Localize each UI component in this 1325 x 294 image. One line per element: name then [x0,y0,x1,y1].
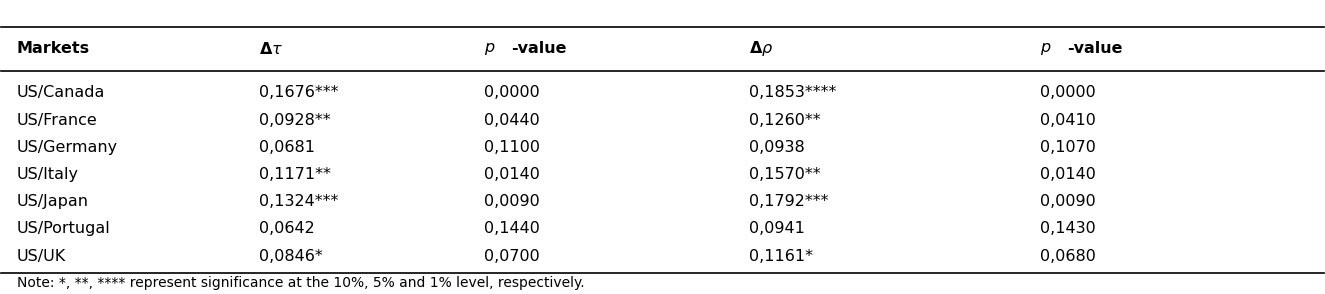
Text: US/France: US/France [17,113,97,128]
Text: 0,0700: 0,0700 [484,249,539,264]
Text: 0,1676***: 0,1676*** [258,85,338,100]
Text: 0,0928**: 0,0928** [258,113,330,128]
Text: US/Italy: US/Italy [17,167,78,182]
Text: 0,1100: 0,1100 [484,140,539,155]
Text: 0,0938: 0,0938 [749,140,804,155]
Text: 0,0000: 0,0000 [484,85,539,100]
Text: 0,1853****: 0,1853**** [749,85,836,100]
Text: 0,1260**: 0,1260** [749,113,820,128]
Text: 0,0941: 0,0941 [749,221,804,236]
Text: Note: *, **, **** represent significance at the 10%, 5% and 1% level, respective: Note: *, **, **** represent significance… [17,276,584,290]
Text: 0,0090: 0,0090 [484,194,539,209]
Text: 0,0000: 0,0000 [1040,85,1096,100]
Text: US/Germany: US/Germany [17,140,118,155]
Text: -value: -value [1068,41,1124,56]
Text: US/Portugal: US/Portugal [17,221,110,236]
Text: US/Canada: US/Canada [17,85,105,100]
Text: 0,1171**: 0,1171** [258,167,331,182]
Text: 0,1324***: 0,1324*** [258,194,338,209]
Text: 0,0680: 0,0680 [1040,249,1096,264]
Text: Markets: Markets [17,41,90,56]
Text: 0,1440: 0,1440 [484,221,539,236]
Text: US/Japan: US/Japan [17,194,89,209]
Text: 0,0410: 0,0410 [1040,113,1096,128]
Text: $\bf{\Delta}$$\tau$: $\bf{\Delta}$$\tau$ [258,41,282,57]
Text: US/UK: US/UK [17,249,66,264]
Text: 0,1570**: 0,1570** [749,167,820,182]
Text: 0,0681: 0,0681 [258,140,315,155]
Text: 0,0140: 0,0140 [1040,167,1096,182]
Text: 0,1161*: 0,1161* [749,249,812,264]
Text: 0,0846*: 0,0846* [258,249,322,264]
Text: -value: -value [511,41,567,56]
Text: $\bf{\Delta}$$\rho$: $\bf{\Delta}$$\rho$ [749,39,772,59]
Text: 0,0090: 0,0090 [1040,194,1096,209]
Text: 0,0642: 0,0642 [258,221,314,236]
Text: 0,1792***: 0,1792*** [749,194,828,209]
Text: $p$: $p$ [1040,41,1051,57]
Text: 0,0440: 0,0440 [484,113,539,128]
Text: $p$: $p$ [484,41,496,57]
Text: 0,0140: 0,0140 [484,167,539,182]
Text: 0,1430: 0,1430 [1040,221,1096,236]
Text: 0,1070: 0,1070 [1040,140,1096,155]
